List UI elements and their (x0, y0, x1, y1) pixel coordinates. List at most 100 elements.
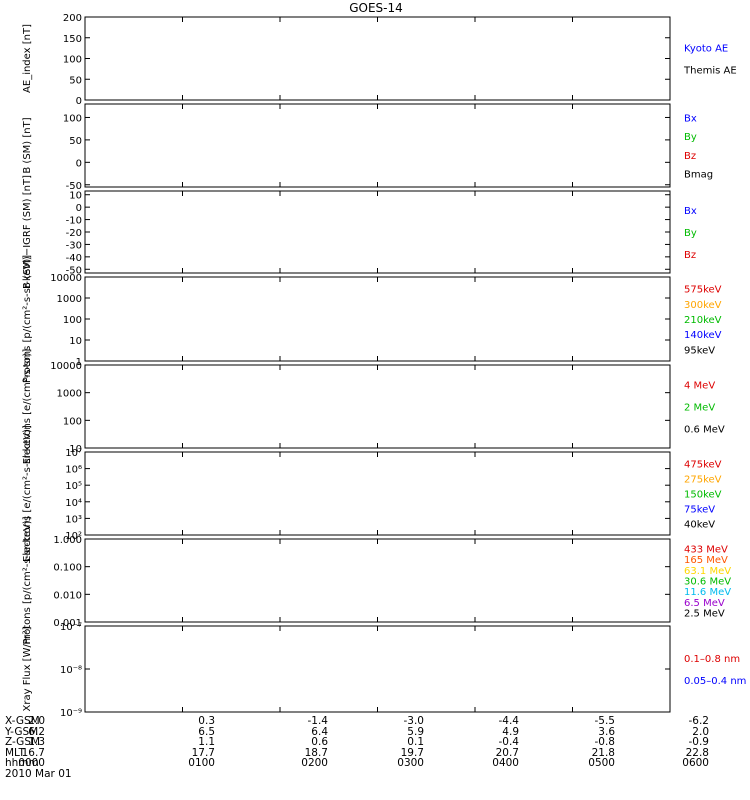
y-tick-label: 0.100 (53, 563, 82, 574)
ephemeris-value: -5.5 (594, 715, 616, 727)
legend-entry: 0.6 MeV (684, 425, 725, 436)
legend-entry: 0.05–0.4 nm (684, 676, 746, 687)
ephemeris-value: 17.7 (191, 746, 215, 759)
y-tick-label: -10 (66, 216, 82, 227)
y-tick-label: 10000 (50, 273, 82, 284)
y-tick-label: 10⁷ (65, 448, 82, 459)
legend-entry: 475keV (684, 460, 722, 471)
y-tick-label: 10 (69, 336, 82, 347)
y-tick-label: 0.001 (53, 618, 82, 629)
plot-title: GOES-14 (349, 1, 403, 15)
ephemeris-value: 0000 (18, 757, 45, 770)
ephemeris-value: -0.4 (498, 736, 520, 749)
ephemeris-value: -1.4 (307, 715, 329, 727)
y-tick-label: 50 (69, 136, 82, 147)
y-tick-label: 50 (69, 75, 82, 86)
y-tick-label: 10⁴ (65, 498, 82, 509)
y-axis-label: B (SM) [nT] (22, 117, 33, 173)
panel-5: 10 100 1000 10000 Electrons [e/(cm²-s-sr)] 4 … (22, 349, 725, 465)
legend-entry: 2 MeV (684, 403, 715, 414)
y-tick-label: 0 (76, 203, 82, 214)
y-axis-label: Protons [p/(cm²-s-sr-keV)] (22, 255, 33, 383)
y-tick-label: 10⁻⁹ (60, 708, 82, 716)
ephemeris-value: 19.7 (400, 746, 424, 759)
ephemeris-value: 4.9 (502, 725, 519, 738)
panel-frame (84, 364, 671, 449)
y-tick-label: 0.010 (53, 590, 82, 601)
y-tick-label: 1.000 (53, 535, 82, 546)
y-tick-label: 10 (69, 444, 82, 455)
ephemeris-row: Z-GSM 1.3 1.1 0.6 0.1 -0.4 -0.8 -0.9 (5, 737, 745, 748)
ephemeris-row-label: Y-GSM (5, 725, 39, 738)
legend-entry: Bx (684, 206, 697, 217)
ephemeris-value: 6.5 (198, 725, 215, 738)
y-tick-label: 10⁵ (65, 481, 82, 492)
ephemeris-value: 3.6 (598, 725, 615, 738)
ephemeris-row: X-GSM 2.0 0.3 -1.4 -3.0 -4.4 -5.5 -6.2 (5, 716, 745, 727)
y-tick-label: 10⁻⁸ (60, 665, 82, 676)
ephemeris-value: 0.6 (311, 736, 328, 749)
legend-entry: Bz (684, 151, 696, 162)
legend-entry: 40keV (684, 520, 715, 531)
ephemeris-value: 20.7 (495, 746, 519, 759)
ephemeris-value: 6.4 (311, 725, 328, 738)
ephemeris-value: 16.7 (21, 746, 45, 759)
legend-entry: Bmag (684, 170, 713, 181)
ephemeris-value: 22.8 (685, 746, 709, 759)
y-tick-label: 200 (63, 13, 82, 24)
y-tick-label: -20 (66, 228, 82, 239)
y-tick-label: 0 (76, 96, 82, 107)
legend-entry: Themis AE (683, 66, 737, 77)
panel-7: 0.001 0.010 0.100 1.000 Protons [p/(cm²-s-sr… (22, 516, 731, 644)
y-tick-label: 10⁶ (65, 465, 82, 476)
y-tick-label: 150 (63, 34, 82, 45)
ephemeris-value: 0300 (397, 757, 424, 770)
legend-entry: 6.5 MeV (684, 598, 725, 609)
legend-entry: 210keV (684, 315, 722, 326)
legend-entry: 300keV (684, 300, 722, 311)
panel-frame (84, 538, 671, 623)
panel-8: 10⁻⁹ 10⁻⁸ 10⁻⁷ Xray Flux [W/m²] 0.1–0.8 nm 0.… (22, 622, 746, 716)
panel-frame (84, 451, 671, 536)
legend-entry: By (684, 132, 697, 143)
ephemeris-row: Y-GSM 6.2 6.5 6.4 5.9 4.9 3.6 2.0 (5, 725, 745, 738)
legend-entry: 575keV (684, 285, 722, 296)
panel-1: 0 50 100 150 200 AE_index [nT] Kyoto AE Themis … (22, 13, 737, 107)
panel-6: 10² 10³ 10⁴ 10⁵ 10⁶ 10⁷ Electrons [e/(cm²-s-sr… (22, 425, 722, 562)
y-axis-label: Electrons [e/(cm²-s-sr)] (22, 349, 33, 465)
panel-4: 1 10 100 1000 10000 Protons [p/(cm²-s-sr-keV)… (22, 255, 722, 383)
legend-entry: 63.1 MeV (684, 566, 731, 577)
ephemeris-value: 21.8 (591, 746, 615, 759)
y-tick-label: 1000 (57, 389, 82, 400)
y-tick-label: 100 (63, 315, 82, 326)
ephemeris-value: 0400 (492, 757, 519, 770)
legend-entry: 95keV (684, 345, 715, 356)
legend-entry: 0.1–0.8 nm (684, 654, 740, 665)
ephemeris-value: 5.9 (407, 725, 424, 738)
ephemeris-row: MLT 16.7 17.7 18.7 19.7 20.7 21.8 22.8 (5, 748, 745, 759)
legend-entry: Bx (684, 113, 697, 124)
y-tick-label: 1000 (57, 294, 82, 305)
legend-entry: 75keV (684, 505, 715, 516)
ephemeris-table: X-GSM 2.0 0.3 -1.4 -3.0 -4.4 -5.5 -6.2 Y-GSM 6.2 6… (5, 716, 745, 800)
ephemeris-value: 0200 (301, 757, 328, 770)
legend-entry: 2.5 MeV (684, 609, 725, 620)
ephemeris-value: -4.4 (498, 715, 520, 727)
legend-entry: 165 MeV (684, 555, 728, 566)
legend-entry: 140keV (684, 330, 722, 341)
ephemeris-value: 0600 (682, 757, 709, 770)
panel-frame (84, 625, 671, 713)
y-tick-label: 10 (69, 191, 82, 202)
legend-entry: By (684, 228, 697, 239)
y-tick-label: 10⁻⁷ (60, 622, 82, 633)
ephemeris-value: -0.8 (594, 736, 616, 749)
panel-frame (84, 276, 671, 362)
ephemeris-value: -0.9 (688, 736, 710, 749)
ephemeris-value: 18.7 (304, 746, 328, 759)
ephemeris-value: 0100 (188, 757, 215, 770)
y-tick-label: -30 (66, 240, 82, 251)
ephemeris-value: 2.0 (692, 725, 709, 738)
y-tick-label: 0 (76, 158, 82, 169)
